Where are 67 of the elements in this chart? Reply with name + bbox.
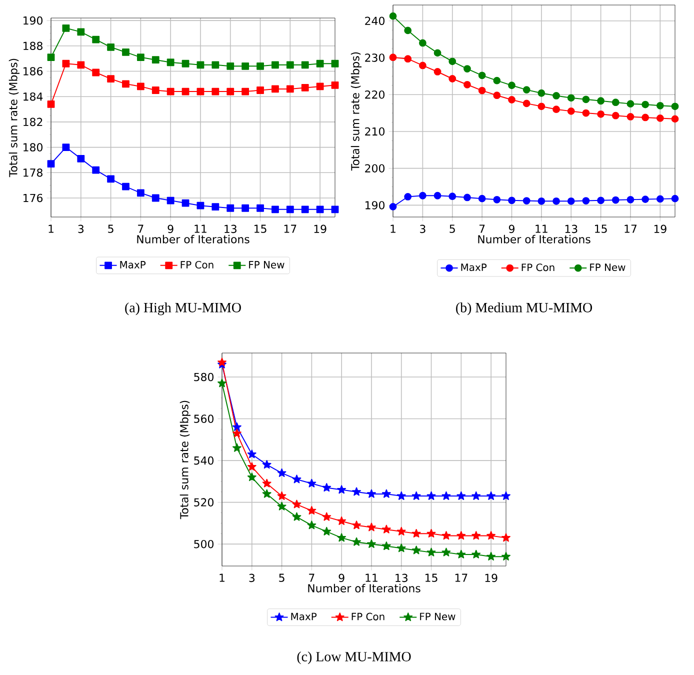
y-tick-label: 580 [194,372,214,382]
x-axis-title: Number of Iterations [478,234,590,244]
x-tick-label: 9 [168,224,174,234]
x-tick-label: 17 [455,574,468,582]
legend-label: MaxP [461,264,487,272]
y-tick-label: 188 [24,42,42,50]
x-tick-label: 13 [224,224,236,234]
y-tick-label: 240 [365,16,384,26]
text: (b) Medium MU-MIMO [456,302,592,316]
y-tick-label: 200 [365,164,384,172]
x-tick-label: 3 [78,224,84,234]
x-tick-label: 7 [479,224,485,233]
x-tick-label: 19 [314,224,326,234]
y-axis-title: Total sum rate (Mbps) [8,58,20,178]
y-tick-label: 176 [24,194,43,202]
text: (a) High MU-MIMO [125,302,241,316]
x-tick-label: 15 [595,224,607,233]
legend-label: FP Con [180,260,214,269]
x-tick-label: 1 [48,224,54,233]
x-tick-label: 11 [366,574,378,582]
y-tick-label: 182 [24,118,42,126]
x-tick-label: 7 [309,574,314,582]
y-tick-label: 230 [365,54,384,62]
x-tick-label: 3 [249,574,255,582]
x-tick-label: 19 [654,224,666,234]
y-axis-title: Total sum rate (Mbps) [350,52,362,171]
y-tick-label: 178 [24,168,42,177]
text: (c) Low MU-MIMO [297,652,411,664]
legend-label: FP Con [522,264,554,272]
legend-label: FP New [590,264,626,272]
x-tick-label: 17 [624,224,637,233]
x-tick-label: 17 [284,224,296,233]
x-tick-label: 19 [485,574,498,582]
y-tick-label: 184 [24,92,43,101]
x-tick-label: 5 [279,574,284,582]
x-tick-label: 1 [220,574,224,582]
x-tick-label: 3 [420,224,426,234]
y-tick-label: 180 [24,143,42,152]
y-tick-label: 190 [366,201,384,210]
x-axis-title: Number of Iterations [137,234,250,244]
x-tick-label: 7 [138,224,144,233]
x-tick-label: 5 [108,224,114,233]
y-tick-label: 540 [194,456,214,465]
y-tick-label: 220 [365,90,384,99]
x-axis-title: Number of Iterations [308,584,420,592]
x-tick-label: 15 [425,574,438,582]
y-tick-label: 500 [194,540,214,548]
y-axis-title: Total sum rate (Mbps) [180,400,190,520]
legend-label: FP New [420,612,456,620]
x-tick-label: 13 [565,224,578,234]
x-tick-label: 13 [396,574,408,582]
legend-label: MaxP [120,261,146,268]
y-tick-label: 186 [24,67,43,76]
x-tick-label: 9 [508,224,514,234]
legend-label: MaxP [291,612,317,620]
x-tick-label: 1 [390,224,396,233]
y-tick-label: 190 [24,16,42,25]
y-tick-label: 520 [194,498,214,506]
x-tick-label: 5 [450,224,455,233]
y-tick-label: 560 [194,414,214,423]
x-tick-label: 15 [254,224,266,233]
legend-label: FP New [249,261,284,268]
legend-label: FP Con [352,612,384,620]
x-tick-label: 11 [536,224,548,233]
x-tick-label: 11 [194,224,206,233]
y-tick-label: 210 [365,127,384,136]
x-tick-label: 9 [338,574,344,582]
